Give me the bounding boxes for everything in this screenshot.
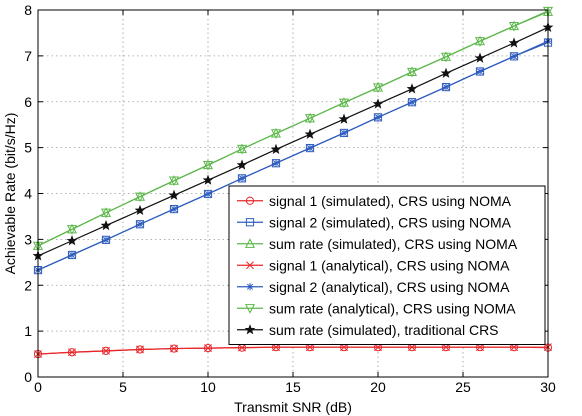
series-5-point	[204, 190, 212, 198]
legend-item: sum rate (analytical), CRS using NOMA	[237, 300, 516, 316]
series-7-point	[406, 83, 418, 94]
y-tick-label: 6	[24, 94, 32, 110]
series-5-point	[374, 113, 382, 121]
y-tick-label: 0	[24, 369, 32, 385]
series-6-point	[134, 192, 146, 203]
series-6-point	[270, 129, 282, 139]
series-4-point	[204, 344, 212, 353]
series-7-point	[168, 189, 180, 200]
series-4-point	[68, 348, 76, 357]
series-6-point	[338, 98, 350, 109]
series-7-point	[440, 67, 452, 78]
series-7-point	[372, 98, 384, 109]
series-6-point	[542, 6, 554, 17]
legend-label: signal 1 (analytical), CRS using NOMA	[269, 257, 510, 273]
y-tick-label: 7	[24, 48, 32, 64]
series-7-point	[338, 113, 350, 124]
series-4-point	[136, 345, 144, 354]
series-7-line	[37, 26, 549, 257]
series-6-point	[372, 83, 384, 94]
legend-swatch-marker	[244, 238, 256, 248]
legend-item: signal 2 (simulated), CRS using NOMA	[237, 214, 512, 230]
y-tick-label: 1	[24, 323, 32, 339]
series-4-point	[170, 344, 178, 353]
series-6-point	[406, 67, 418, 78]
y-tick-label: 5	[24, 140, 32, 156]
series-7-point	[236, 159, 248, 170]
legend-label: signal 1 (simulated), CRS using NOMA	[269, 193, 512, 209]
series-6-point	[168, 176, 180, 187]
series-4-line	[37, 346, 548, 355]
x-tick-label: 30	[540, 379, 556, 395]
legend-label: signal 2 (simulated), CRS using NOMA	[269, 214, 512, 230]
series-5-point	[272, 159, 280, 167]
x-tick-label: 20	[370, 379, 386, 395]
legend-item: signal 2 (analytical), CRS using NOMA	[237, 279, 510, 295]
legend-swatch-marker	[246, 261, 254, 270]
series-7-point	[508, 37, 520, 48]
axis-ticks: 0 5 10 15 20 25 30 0 1 2 3 4 5 6 7 8	[24, 2, 556, 395]
series-7-point	[304, 128, 316, 139]
series-7-point	[100, 219, 112, 231]
y-tick-label: 2	[24, 277, 32, 293]
x-tick-label: 5	[119, 379, 127, 395]
series-5-point	[68, 251, 76, 259]
legend-box	[228, 185, 546, 345]
legend-item: sum rate (simulated), CRS using NOMA	[237, 236, 518, 252]
legend-item: signal 1 (simulated), CRS using NOMA	[237, 193, 512, 209]
legend-swatch-marker	[244, 324, 256, 335]
y-tick-label: 3	[24, 231, 32, 247]
legend-label: sum rate (simulated), traditional CRS	[269, 322, 499, 338]
series-5-point	[510, 52, 518, 60]
series-6-point	[236, 144, 248, 155]
y-tick-label: 4	[24, 186, 32, 202]
series-6-point	[508, 21, 520, 32]
y-tick-label: 8	[24, 2, 32, 18]
series-5-point	[170, 205, 178, 213]
x-tick-label: 15	[285, 379, 301, 395]
x-tick-label: 25	[455, 379, 471, 395]
series-6-point	[474, 37, 486, 47]
series-4-point	[102, 346, 110, 355]
series-6-point	[100, 208, 112, 219]
series-7-point	[66, 235, 78, 246]
legend-swatch-marker	[245, 218, 255, 227]
series-7-point	[474, 52, 486, 63]
y-axis-label: Achievable Rate (bit/s/Hz)	[2, 113, 18, 275]
x-axis-label: Transmit SNR (dB)	[234, 399, 352, 415]
series-5-point	[408, 98, 416, 106]
series-7-point	[270, 143, 282, 155]
series-6-point	[440, 52, 452, 63]
series-5-point	[340, 129, 348, 137]
x-tick-label: 0	[34, 379, 42, 395]
series-5-point	[238, 174, 246, 182]
legend-swatch-marker	[244, 304, 256, 314]
series-6-point	[66, 225, 78, 235]
series-5-point	[102, 236, 110, 244]
series-6-line	[37, 10, 549, 247]
series-layer	[32, 6, 554, 359]
legend-item: sum rate (simulated), traditional CRS	[237, 322, 499, 338]
series-7-point	[202, 174, 214, 185]
series-5-line	[37, 40, 549, 271]
x-tick-label: 10	[200, 379, 216, 395]
legend-label: sum rate (analytical), CRS using NOMA	[269, 300, 516, 316]
legend-label: signal 2 (analytical), CRS using NOMA	[269, 279, 510, 295]
legend-item: signal 1 (analytical), CRS using NOMA	[237, 257, 510, 273]
series-6-point	[202, 160, 214, 171]
legend-swatch-marker	[245, 196, 255, 205]
series-7-point	[134, 204, 146, 216]
series-5-point	[442, 83, 450, 91]
series-5-point	[476, 67, 484, 76]
series-7	[32, 21, 554, 261]
legend-label: sum rate (simulated), CRS using NOMA	[269, 236, 518, 252]
series-6	[32, 6, 554, 252]
legend: signal 1 (simulated), CRS using NOMA sign…	[228, 185, 546, 345]
series-5-point	[306, 144, 314, 152]
series-5-point	[136, 220, 144, 228]
series-4-point	[238, 343, 246, 352]
legend-swatch-marker	[246, 283, 254, 291]
series-6-point	[304, 114, 316, 124]
